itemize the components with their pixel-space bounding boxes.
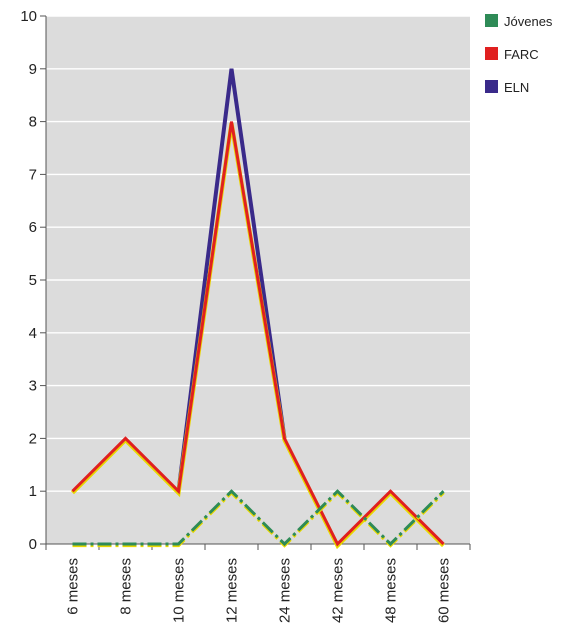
grid-lines [46,15,470,492]
y-tick-label: 2 [29,430,37,447]
y-tick-label: 0 [29,536,37,553]
x-tick-label: 12 meses [224,558,241,623]
legend-swatch [485,14,498,27]
y-tick-label: 7 [29,166,37,183]
y-tick-label: 6 [29,219,37,236]
y-tick-label: 3 [29,378,37,395]
y-tick-label: 8 [29,114,37,131]
legend-label: Jóvenes [504,14,553,29]
series-line-farc [71,121,445,547]
y-tick-label: 9 [29,61,37,78]
x-tick-label: 10 meses [171,558,188,623]
x-tick-label: 42 meses [330,558,347,623]
x-tick-label: 8 meses [118,558,135,615]
x-tick-label: 6 meses [65,558,82,615]
y-tick-label: 1 [29,483,37,500]
legend: Jóvenes FARC ELN [485,14,553,95]
x-tick-label: 24 meses [277,558,294,623]
y-tick-label: 5 [29,272,37,289]
legend-label: ELN [504,80,529,95]
legend-label: FARC [504,47,539,62]
series-line-jovenes [72,489,445,547]
series-layer [71,68,445,550]
y-tick-label: 4 [29,325,37,342]
x-tick-label: 60 meses [436,558,453,623]
y-tick-label: 10 [20,8,37,25]
series-line-eln [176,68,287,492]
x-tick-label: 48 meses [383,558,400,623]
legend-swatch [485,47,498,60]
legend-swatch [485,80,498,93]
